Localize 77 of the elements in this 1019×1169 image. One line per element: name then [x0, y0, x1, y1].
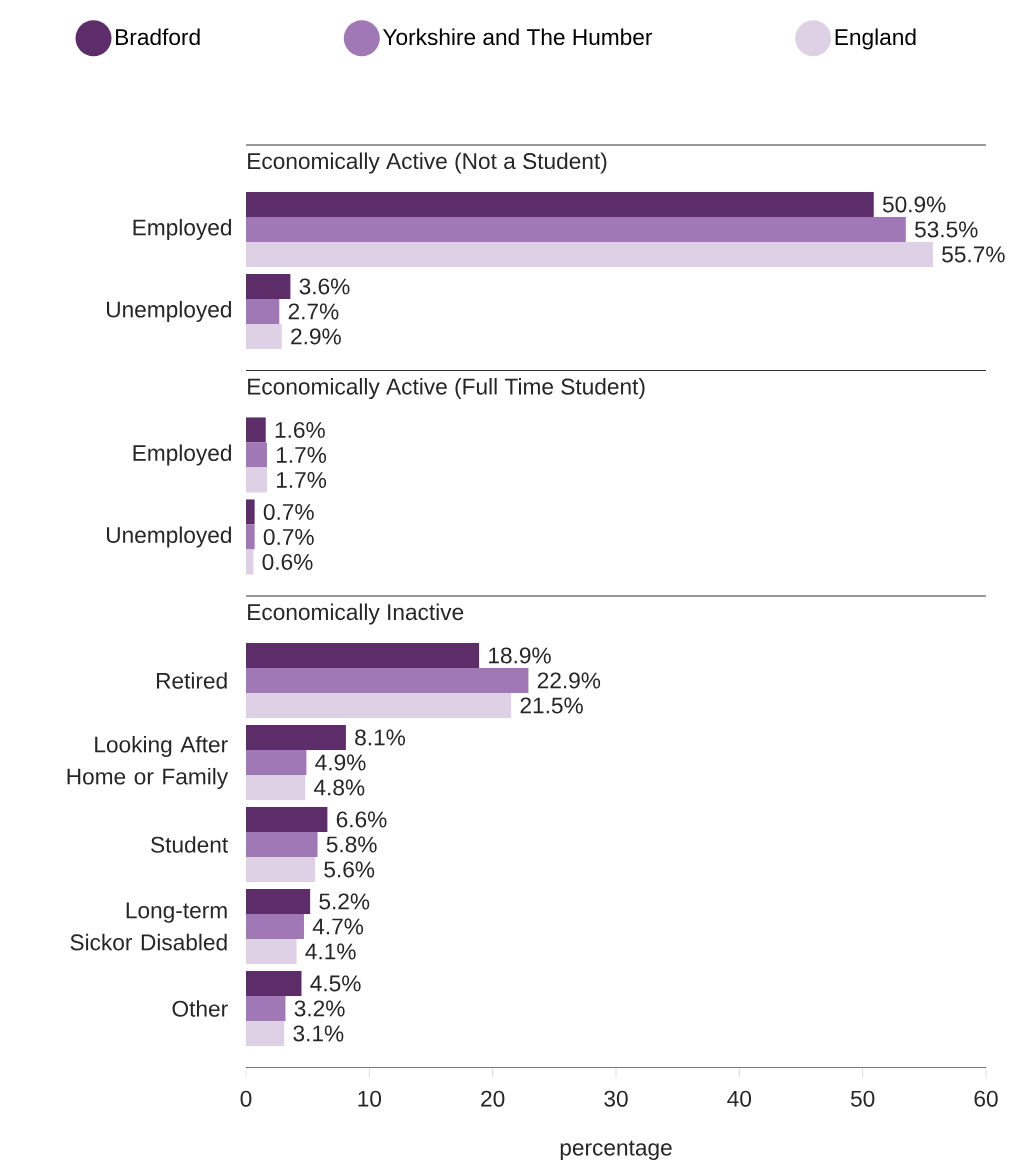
x-tick-label: 40: [727, 1090, 752, 1107]
bar: [246, 913, 304, 939]
legend-label: England: [835, 28, 916, 50]
data-label: 50.9%: [882, 196, 946, 213]
data-label: 5.8%: [326, 836, 377, 853]
y-tick-label: Employed: [133, 218, 232, 241]
bar: [246, 888, 311, 914]
y-tick-label: Other: [172, 1000, 228, 1017]
bar: [246, 467, 267, 493]
data-label: 5.6%: [324, 861, 375, 878]
data-label: 53.5%: [914, 221, 978, 238]
x-tick-label: 60: [974, 1090, 998, 1107]
x-tick-label: 50: [850, 1090, 875, 1107]
data-label: 1.7%: [276, 472, 327, 488]
bar: [246, 499, 255, 525]
bar: [246, 549, 254, 575]
bar: [246, 273, 291, 299]
data-label: 0.7%: [263, 503, 314, 520]
data-label: 0.6%: [262, 553, 313, 570]
x-axis-title: percentage: [560, 1140, 672, 1161]
legend-label: Bradford: [116, 28, 200, 46]
bar: [246, 442, 267, 468]
chart-title: Economically Active (Full Time Student): [248, 377, 645, 400]
bar: [246, 749, 307, 775]
bar: [246, 191, 874, 217]
bar: [246, 417, 266, 443]
data-label: 55.7%: [942, 246, 1005, 263]
data-label: 1.6%: [275, 421, 325, 438]
bar: [246, 642, 480, 668]
bar: [246, 1020, 285, 1046]
y-tick-label: Employed: [133, 444, 232, 466]
bar: [246, 995, 286, 1021]
chart-title: Economically Inactive: [248, 603, 464, 625]
bar: [246, 806, 328, 832]
y-tick-label: Unemployed: [106, 526, 231, 548]
bar: [246, 774, 306, 800]
bar: [246, 667, 529, 693]
bar: [246, 724, 346, 750]
data-label: 18.9%: [489, 647, 551, 664]
bar: [246, 241, 933, 267]
data-label: 22.9%: [537, 672, 601, 689]
bar: [246, 216, 906, 242]
data-label: 21.5%: [520, 697, 583, 714]
x-tick-label: 10: [358, 1090, 382, 1107]
bar: [246, 856, 316, 882]
bar: [246, 298, 280, 324]
data-label: 6.6%: [336, 811, 387, 828]
data-label: 4.5%: [310, 975, 361, 992]
data-label: 3.6%: [299, 278, 350, 295]
data-label: 4.7%: [312, 918, 364, 935]
y-tick-label: Retired: [156, 672, 227, 689]
y-tick-label: Unemployed: [106, 300, 231, 323]
x-tick-label: 0: [240, 1090, 252, 1107]
bar: [246, 970, 302, 996]
data-label: 4.1%: [305, 943, 356, 960]
bar: [246, 323, 282, 349]
data-label: 4.9%: [315, 754, 366, 771]
data-label: 2.7%: [288, 303, 339, 320]
bar: [246, 938, 297, 964]
y-tick-label: Student: [151, 836, 228, 853]
y-tick-label: Long-term Sickor Disabled: [70, 902, 227, 951]
data-label: 4.8%: [313, 779, 365, 796]
x-tick-label: 20: [481, 1090, 505, 1107]
bar: [246, 692, 512, 718]
data-label: 2.9%: [291, 328, 341, 345]
data-label: 8.1%: [355, 729, 406, 746]
x-tick-label: 30: [604, 1090, 628, 1107]
data-label: 0.7%: [263, 528, 314, 545]
data-label: 3.1%: [293, 1025, 344, 1042]
chart-title: Economically Active (Not a Student): [248, 152, 607, 174]
bar: [246, 524, 255, 550]
data-label: 5.2%: [319, 893, 370, 910]
data-label: 1.7%: [276, 447, 327, 463]
legend-label: Yorkshire and The Humber: [382, 28, 653, 46]
data-label: 3.2%: [294, 1000, 345, 1017]
y-tick-label: Looking After Home or Family: [67, 735, 229, 790]
bar: [246, 831, 318, 857]
